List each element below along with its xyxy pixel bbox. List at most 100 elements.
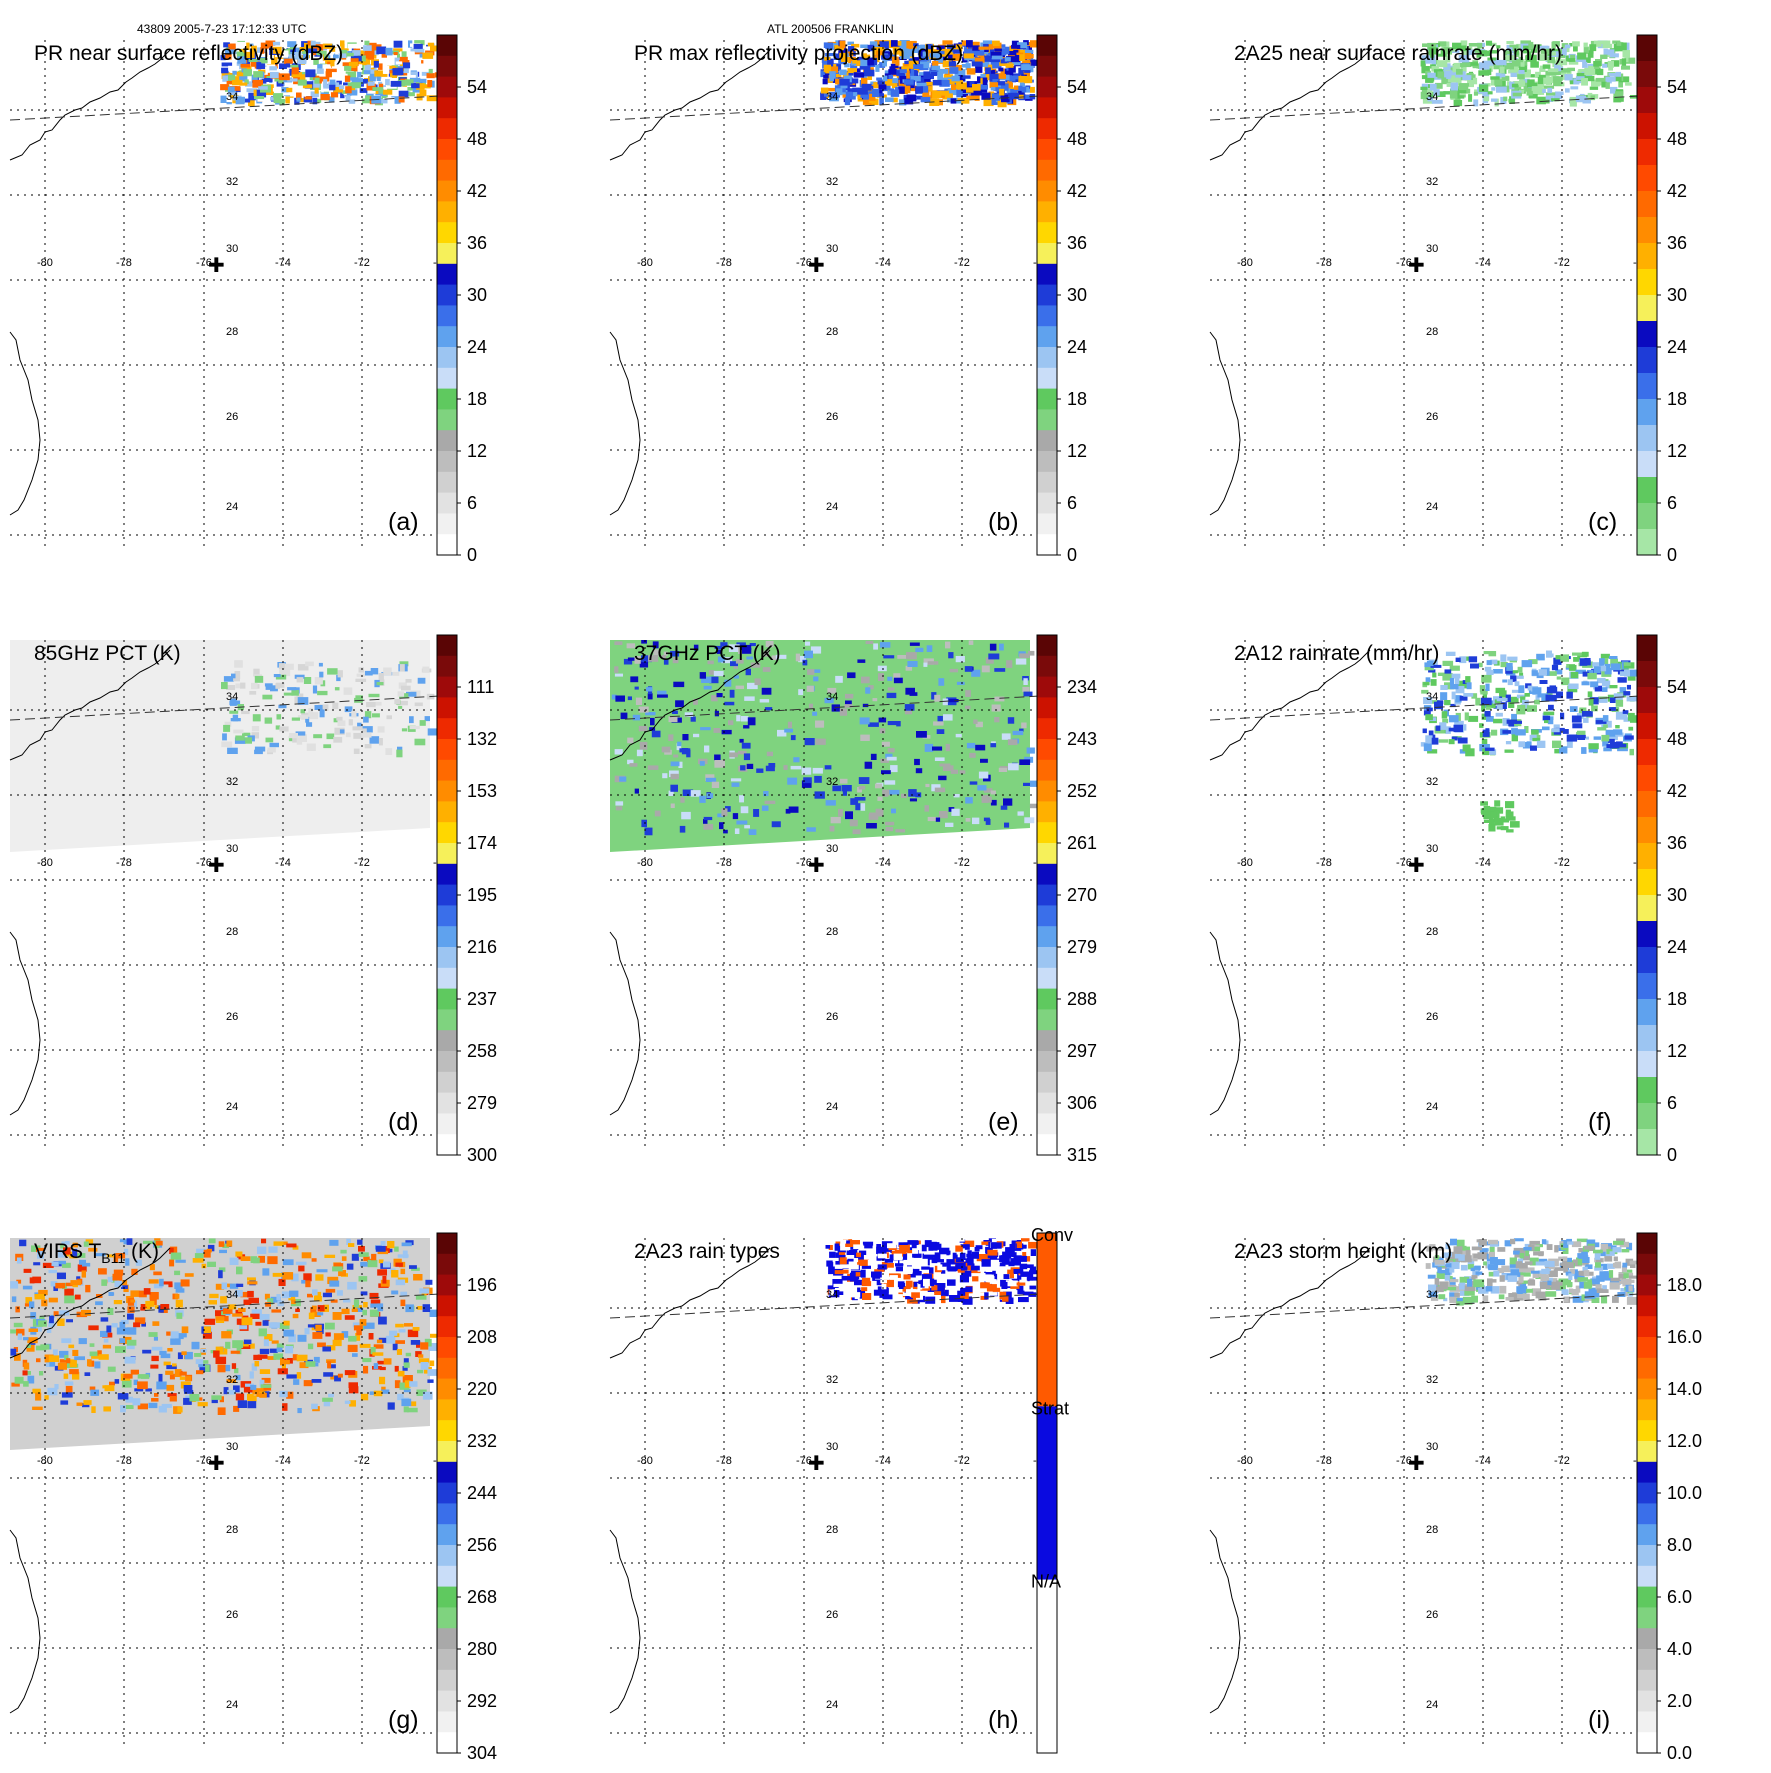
colorbar-segment xyxy=(437,822,457,844)
swath-data xyxy=(611,640,1038,836)
colorbar-segment xyxy=(1037,822,1057,844)
colorbar-segment xyxy=(437,35,457,57)
colorbar-tick-label: 258 xyxy=(467,1041,497,1061)
panel-title: 2A12 rainrate (mm/hr) xyxy=(1234,642,1439,665)
colorbar-segment xyxy=(1637,217,1657,244)
colorbar-segment xyxy=(1637,713,1657,740)
colorbar-segment xyxy=(1637,687,1657,714)
lat-tick-label: 26 xyxy=(826,1609,838,1621)
colorbar-segment xyxy=(1637,1129,1657,1156)
swath-data xyxy=(220,40,440,107)
colorbar-segment xyxy=(437,263,457,286)
colorbar-segment xyxy=(1037,534,1057,556)
colorbar-tick-label: 54 xyxy=(467,77,487,97)
colorbar-segment xyxy=(437,97,457,119)
colorbar-segment xyxy=(1037,1051,1057,1073)
colorbar-segment xyxy=(437,243,457,265)
colorbar-tick-label: 42 xyxy=(1667,181,1687,201)
lat-tick-label: 30 xyxy=(1426,243,1438,255)
colorbar-segment xyxy=(1637,1586,1657,1608)
colorbar-segment xyxy=(1637,1274,1657,1296)
lon-tick-label: -72 xyxy=(954,857,970,869)
colorbar-tick-label: 24 xyxy=(1667,937,1687,957)
colorbar-segment xyxy=(1637,1103,1657,1130)
colorbar-segment xyxy=(1037,905,1057,927)
lat-tick-label: 32 xyxy=(826,176,838,188)
colorbar-segment xyxy=(1037,492,1057,514)
map-b: -80-78-76-74-72-70343230282624✚ xyxy=(609,40,1049,550)
lon-tick-label: -74 xyxy=(875,857,891,869)
colorbar-segment xyxy=(1637,1503,1657,1525)
storm-center-marker: ✚ xyxy=(808,253,825,277)
coastline-north xyxy=(1209,649,1371,761)
storm-track xyxy=(609,95,1041,121)
lon-tick-label: -80 xyxy=(37,857,53,869)
colorbar-tick-label: 306 xyxy=(1067,1093,1097,1113)
colorbar-segment xyxy=(1037,718,1057,740)
lon-tick-label: -72 xyxy=(354,1455,370,1467)
colorbar-segment xyxy=(1637,1077,1657,1104)
colorbar-tick-label: 18 xyxy=(1667,989,1687,1009)
lon-tick-label: -80 xyxy=(637,257,653,269)
colorbar-tick-label: 279 xyxy=(467,1093,497,1113)
colorbar-segment xyxy=(1637,1337,1657,1359)
colorbar-segment xyxy=(1637,1607,1657,1629)
colorbar-segment xyxy=(437,1482,457,1504)
colorbar-segment xyxy=(437,801,457,823)
lon-tick-label: -74 xyxy=(1475,857,1491,869)
colorbar-tick-label: 36 xyxy=(1667,233,1687,253)
colorbar-segment xyxy=(437,451,457,473)
lat-tick-label: 24 xyxy=(226,1101,238,1113)
colorbar-segment xyxy=(437,1690,457,1712)
storm-center-marker: ✚ xyxy=(208,853,225,877)
lat-tick-label: 26 xyxy=(226,1609,238,1621)
lat-tick-label: 28 xyxy=(826,326,838,338)
colorbar-segment xyxy=(437,1253,457,1276)
panel-label: (b) xyxy=(988,508,1019,536)
panel-title: PR max reflectivity projection (dBZ) xyxy=(634,42,963,65)
colorbar-segment xyxy=(1637,947,1657,974)
colorbar-tick-label: 153 xyxy=(467,781,497,801)
colorbar-segment xyxy=(437,1669,457,1692)
colorbar-tick-label: 0 xyxy=(1067,545,1077,565)
lon-tick-label: -78 xyxy=(1316,857,1332,869)
colorbar-tick-label: N/A xyxy=(1031,1572,1061,1592)
colorbar-segment xyxy=(1637,765,1657,792)
colorbar-tick-label: 268 xyxy=(467,1587,497,1607)
colorbar-b: 54 48 42 36 30 24 18 12 6 0 xyxy=(1036,34,1087,565)
lat-tick-label: 34 xyxy=(826,691,838,703)
map-g: -80-78-76-74-72-70343230282624✚ xyxy=(9,1238,449,1748)
coastline-south xyxy=(9,331,41,516)
colorbar-segment xyxy=(437,1503,457,1525)
panel-title-subscript: B11 xyxy=(101,1250,125,1266)
colorbar-segment xyxy=(1037,430,1057,452)
lat-tick-label: 28 xyxy=(1426,326,1438,338)
colorbar-segment xyxy=(437,222,457,244)
lat-tick-label: 32 xyxy=(226,1374,238,1386)
colorbar-segment xyxy=(1637,1628,1657,1650)
lon-tick-label: -72 xyxy=(954,257,970,269)
colorbar-segment xyxy=(1037,76,1057,98)
colorbar-segment xyxy=(1037,843,1057,865)
panel-label: (i) xyxy=(1588,1706,1610,1734)
colorbar-tick-label: 270 xyxy=(1067,885,1097,905)
panel-i: -80-78-76-74-72-70343230282624✚2A23 stor… xyxy=(1209,1232,1702,1763)
lon-tick-label: -72 xyxy=(354,257,370,269)
colorbar-segment xyxy=(437,718,457,740)
colorbar-segment xyxy=(1037,118,1057,140)
colorbar-tick-label: 297 xyxy=(1067,1041,1097,1061)
lon-tick-label: -80 xyxy=(637,857,653,869)
colorbar-segment xyxy=(1637,87,1657,114)
colorbar-tick-label: 132 xyxy=(467,729,497,749)
colorbar-segment xyxy=(437,1524,457,1546)
colorbar-c: 54 48 42 36 30 24 18 12 6 0 xyxy=(1636,34,1687,565)
colorbar-segment xyxy=(1637,321,1657,348)
colorbar-tick-label: 292 xyxy=(467,1691,497,1711)
colorbar-segment xyxy=(1037,159,1057,182)
colorbar-segment xyxy=(1037,801,1057,823)
map-a: -80-78-76-74-72-70343230282624✚ xyxy=(9,40,449,550)
colorbar-segment xyxy=(1637,295,1657,322)
lon-tick-label: -74 xyxy=(875,1455,891,1467)
colorbar-segment xyxy=(437,76,457,98)
coastline-south xyxy=(609,1529,641,1714)
